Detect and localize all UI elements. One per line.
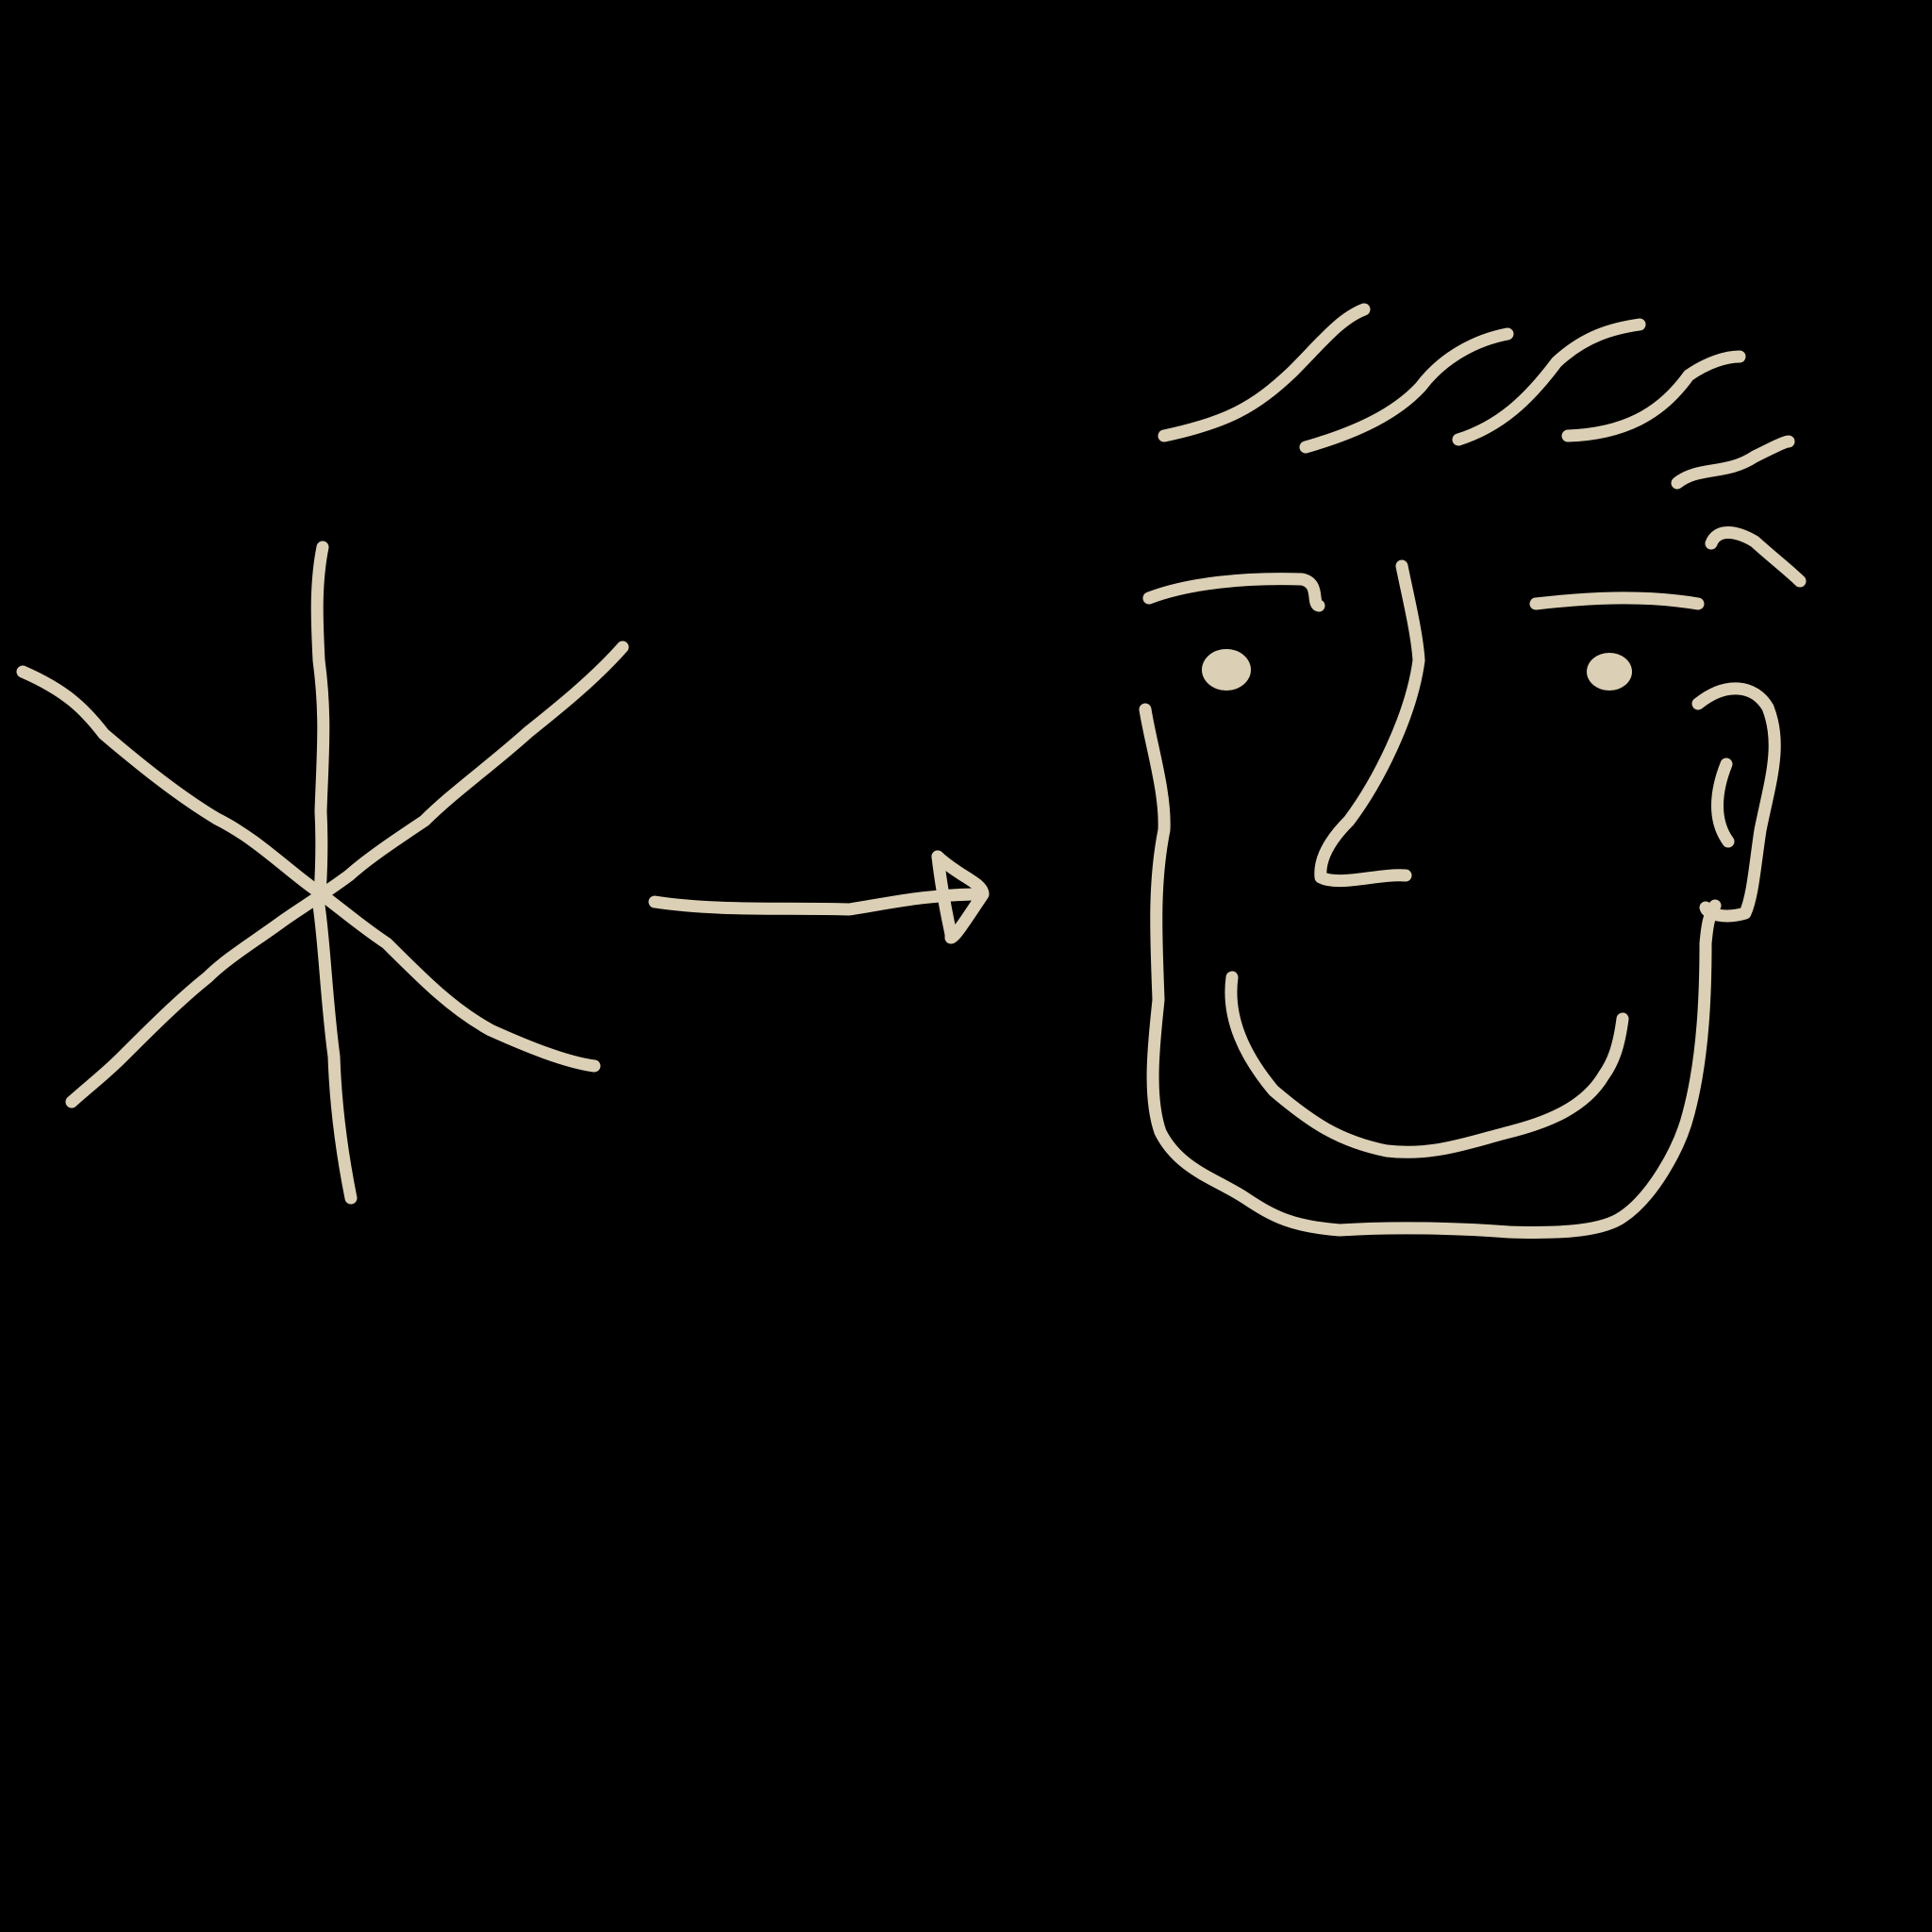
hair-strand-5 [1671, 435, 1795, 490]
hair-strand-4 [1561, 350, 1746, 442]
hair-strand-2 [1299, 327, 1514, 454]
face-outline [1139, 703, 1722, 1239]
asterisk-icon [16, 541, 629, 1205]
ear [1691, 682, 1781, 923]
eye-right [1587, 653, 1632, 691]
eye-left [1202, 649, 1251, 691]
asterisk-vertical-stroke [310, 541, 358, 1205]
eyebrow-right [1529, 591, 1705, 610]
asterisk-diagonal-stroke-1 [16, 665, 601, 1073]
hair-strand-3 [1452, 318, 1646, 446]
arrow-right-icon [648, 850, 990, 944]
ear-inner [1711, 758, 1735, 848]
hair-curl [1705, 526, 1807, 588]
eyebrow-left [1142, 573, 1325, 612]
asterisk-diagonal-stroke-2 [65, 641, 629, 1108]
arrow-head-lower [931, 850, 990, 944]
hair-strand-1 [1158, 303, 1371, 442]
nose [1314, 559, 1425, 888]
mouth-smile [1224, 971, 1629, 1158]
arrow-shaft [648, 888, 988, 916]
smiling-face-icon [1139, 303, 1807, 1239]
